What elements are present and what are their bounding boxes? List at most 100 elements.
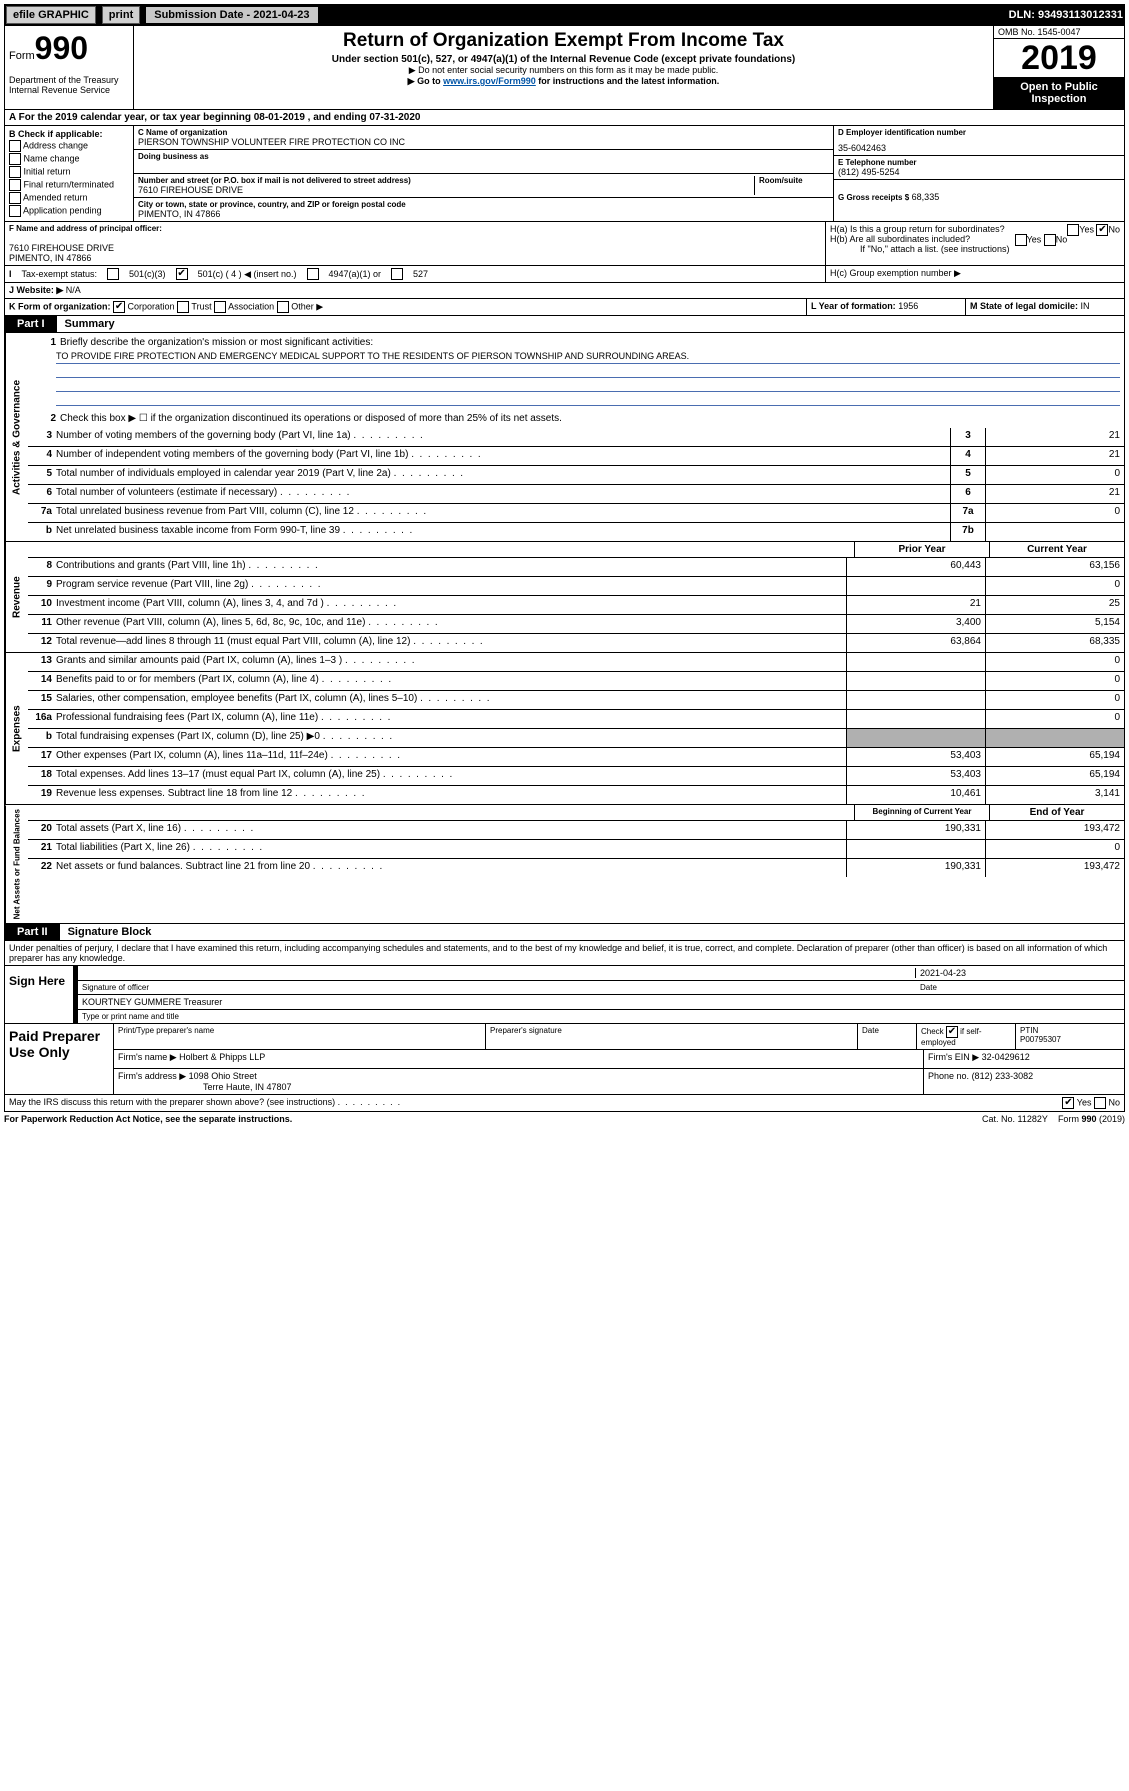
print-button[interactable]: print — [102, 6, 140, 24]
subtitle-2: ▶ Do not enter social security numbers o… — [140, 65, 987, 76]
footer: For Paperwork Reduction Act Notice, see … — [4, 1112, 1125, 1126]
officer-name: KOURTNEY GUMMERE Treasurer — [82, 997, 222, 1007]
sign-here-block: Sign Here 2021-04-23 Signature of office… — [4, 966, 1125, 1024]
gov-row: 3Number of voting members of the governi… — [28, 428, 1124, 447]
hdr-beginning: Beginning of Current Year — [854, 805, 989, 820]
box-f-label: F Name and address of principal officer: — [9, 224, 821, 233]
ein: 35-6042463 — [838, 137, 1120, 153]
part-i-header: Part I Summary — [4, 316, 1125, 333]
pra-notice: For Paperwork Reduction Act Notice, see … — [4, 1114, 292, 1124]
part-ii-title: Signature Block — [60, 924, 160, 940]
chk-527[interactable] — [391, 268, 403, 280]
gross-receipts: 68,335 — [912, 192, 940, 202]
street-address: 7610 FIREHOUSE DRIVE — [138, 185, 750, 195]
ptin-label: PTIN — [1020, 1026, 1038, 1035]
mission-blank1 — [56, 365, 1120, 378]
cat-no: Cat. No. 11282Y — [982, 1114, 1048, 1124]
box-l-label: L Year of formation: — [811, 301, 896, 311]
chk-501c3[interactable] — [107, 268, 119, 280]
dba-label: Doing business as — [138, 152, 829, 161]
chk-corp[interactable] — [113, 301, 125, 313]
sig-officer-label: Signature of officer — [82, 983, 920, 992]
efile-topbar: efile GRAPHIC print Submission Date - 20… — [4, 4, 1125, 26]
domicile-state: IN — [1081, 301, 1090, 311]
rev-header: Prior Year Current Year — [28, 542, 1124, 558]
chk-pending: Application pending — [9, 205, 129, 217]
chk-initial: Initial return — [9, 166, 129, 178]
open-inspection: Open to Public Inspection — [994, 77, 1124, 109]
chk-amended: Amended return — [9, 192, 129, 204]
phone-label: E Telephone number — [838, 158, 1120, 167]
sub3-pre: ▶ Go to — [408, 76, 443, 86]
org-name-label: C Name of organization — [138, 128, 829, 137]
org-name: PIERSON TOWNSHIP VOLUNTEER FIRE PROTECTI… — [138, 137, 829, 147]
net-assets-section: Net Assets or Fund Balances Beginning of… — [4, 805, 1125, 924]
omb-number: OMB No. 1545-0047 — [994, 26, 1124, 39]
data-row: 18Total expenses. Add lines 13–17 (must … — [28, 767, 1124, 786]
addr-label: Number and street (or P.O. box if mail i… — [138, 176, 750, 185]
phone: (812) 495-5254 — [838, 167, 1120, 177]
line-2-text: Check this box ▶ ☐ if the organization d… — [58, 411, 1120, 426]
discuss-no-chk[interactable] — [1094, 1097, 1106, 1109]
year-formation: 1956 — [898, 301, 918, 311]
chk-501c[interactable] — [176, 268, 188, 280]
dept-treasury: Department of the Treasury Internal Reve… — [9, 75, 129, 95]
period-text: For the 2019 calendar year, or tax year … — [19, 112, 421, 123]
sign-here-label: Sign Here — [5, 966, 74, 1023]
officer-addr1: 7610 FIREHOUSE DRIVE — [9, 243, 821, 253]
sign-date: 2021-04-23 — [915, 968, 1120, 978]
website-label: Website: ▶ — [17, 285, 64, 295]
data-row: 14Benefits paid to or for members (Part … — [28, 672, 1124, 691]
data-row: 16aProfessional fundraising fees (Part I… — [28, 710, 1124, 729]
data-row: 21Total liabilities (Part X, line 26)0 — [28, 840, 1124, 859]
sig-date-label: Date — [920, 983, 1120, 992]
data-row: bTotal fundraising expenses (Part IX, co… — [28, 729, 1124, 748]
chk-name: Name change — [9, 153, 129, 165]
data-row: 13Grants and similar amounts paid (Part … — [28, 653, 1124, 672]
part-i-tab: Part I — [5, 316, 57, 332]
paid-preparer-block: Paid Preparer Use Only Print/Type prepar… — [4, 1024, 1125, 1095]
firm-addr-label: Firm's address ▶ — [118, 1071, 186, 1081]
dln: DLN: 93493113012331 — [1009, 9, 1123, 21]
ein-label: D Employer identification number — [838, 128, 1120, 137]
officer-addr2: PIMENTO, IN 47866 — [9, 253, 821, 263]
prep-h1: Print/Type preparer's name — [114, 1024, 486, 1049]
data-row: 10Investment income (Part VIII, column (… — [28, 596, 1124, 615]
discuss-yes-chk[interactable] — [1062, 1097, 1074, 1109]
website-row: J Website: ▶ N/A — [4, 283, 1125, 299]
box-b: B Check if applicable: Address change Na… — [5, 126, 134, 221]
revenue-section: Revenue Prior Year Current Year 8Contrib… — [4, 542, 1125, 653]
form-header: Form990 Department of the Treasury Inter… — [4, 26, 1125, 110]
firm-name: Holbert & Phipps LLP — [179, 1052, 265, 1062]
h-c: H(c) Group exemption number ▶ — [826, 266, 1124, 282]
expenses-section: Expenses 13Grants and similar amounts pa… — [4, 653, 1125, 805]
sub3-post: for instructions and the latest informat… — [536, 76, 720, 86]
hdr-end: End of Year — [989, 805, 1124, 820]
box-c: C Name of organization PIERSON TOWNSHIP … — [134, 126, 833, 221]
chk-other[interactable] — [277, 301, 289, 313]
firm-addr1: 1098 Ohio Street — [189, 1071, 257, 1081]
officer-row: F Name and address of principal officer:… — [4, 222, 1125, 266]
data-row: 17Other expenses (Part IX, column (A), l… — [28, 748, 1124, 767]
chk-assoc[interactable] — [214, 301, 226, 313]
h-b-note: If "No," attach a list. (see instruction… — [830, 244, 1120, 254]
gov-row: bNet unrelated business taxable income f… — [28, 523, 1124, 541]
subtitle-3: ▶ Go to www.irs.gov/Form990 for instruct… — [140, 76, 987, 87]
chk-final: Final return/terminated — [9, 179, 129, 191]
paid-prep-label: Paid Preparer Use Only — [5, 1024, 114, 1094]
governance-section: Activities & Governance 1Briefly describ… — [4, 333, 1125, 542]
gov-row: 7aTotal unrelated business revenue from … — [28, 504, 1124, 523]
data-row: 20Total assets (Part X, line 16)190,3311… — [28, 821, 1124, 840]
gross-label: G Gross receipts $ — [838, 193, 909, 202]
prep-h2: Preparer's signature — [486, 1024, 858, 1049]
mission-blank3 — [56, 393, 1120, 406]
gov-row: 4Number of independent voting members of… — [28, 447, 1124, 466]
chk-trust[interactable] — [177, 301, 189, 313]
irs-link[interactable]: www.irs.gov/Form990 — [443, 76, 536, 86]
side-governance: Activities & Governance — [5, 333, 28, 541]
h-a: H(a) Is this a group return for subordin… — [830, 224, 1120, 234]
net-header: Beginning of Current Year End of Year — [28, 805, 1124, 821]
chk-4947[interactable] — [307, 268, 319, 280]
gov-row: 5Total number of individuals employed in… — [28, 466, 1124, 485]
discuss-text: May the IRS discuss this return with the… — [9, 1097, 400, 1109]
